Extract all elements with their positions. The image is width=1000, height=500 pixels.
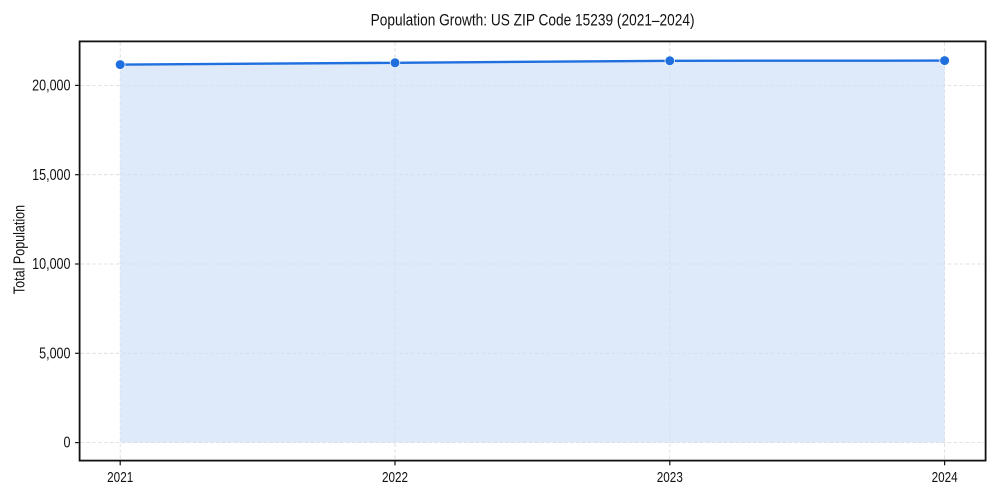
svg-text:5,000: 5,000	[39, 344, 71, 361]
svg-text:0: 0	[64, 433, 71, 450]
svg-text:2022: 2022	[382, 469, 408, 485]
svg-text:Total Population: Total Population	[10, 205, 27, 294]
svg-text:2021: 2021	[107, 469, 133, 485]
svg-text:10,000: 10,000	[32, 255, 71, 272]
svg-text:15,000: 15,000	[32, 166, 71, 183]
svg-text:Population Growth: US ZIP Code: Population Growth: US ZIP Code 15239 (20…	[371, 11, 695, 30]
svg-text:2023: 2023	[657, 469, 683, 485]
svg-text:20,000: 20,000	[32, 76, 71, 93]
svg-text:2024: 2024	[932, 469, 958, 485]
